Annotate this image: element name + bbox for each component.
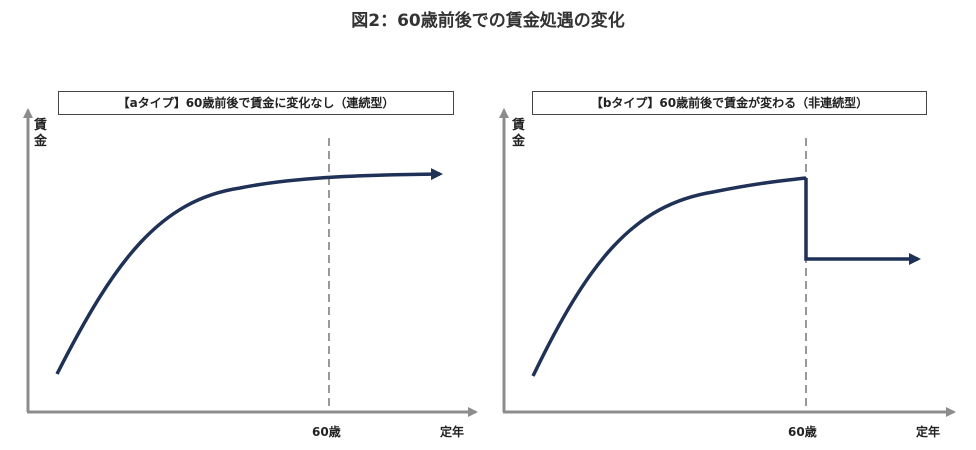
y-axis-label: 賃金 xyxy=(34,118,48,149)
age-60-label: 60歳 xyxy=(788,425,817,439)
panel-a-caption: 【aタイプ】60歳前後で賃金に変化なし（連続型） xyxy=(58,91,454,115)
figure-title: 図2：60歳前後での賃金処遇の変化 xyxy=(351,11,625,31)
panel-b: 【bタイプ】60歳前後で賃金が変わる（非連続型） 賃金 60歳 定年 xyxy=(488,0,976,450)
x-axis-label: 定年 xyxy=(440,425,465,439)
panel-a: 【aタイプ】60歳前後で賃金に変化なし（連続型） 賃金 60歳 定年 xyxy=(23,91,478,439)
panel-b-graph xyxy=(499,108,956,417)
wage-curve xyxy=(531,176,807,377)
wage-curve xyxy=(55,168,443,375)
wage-step-down xyxy=(804,178,921,265)
x-axis-label: 定年 xyxy=(916,425,941,439)
panel-a-graph xyxy=(23,108,478,417)
y-axis-label: 賃金 xyxy=(512,118,526,149)
age-60-label: 60歳 xyxy=(312,425,341,439)
panel-b-caption: 【bタイプ】60歳前後で賃金が変わる（非連続型） xyxy=(532,91,927,115)
